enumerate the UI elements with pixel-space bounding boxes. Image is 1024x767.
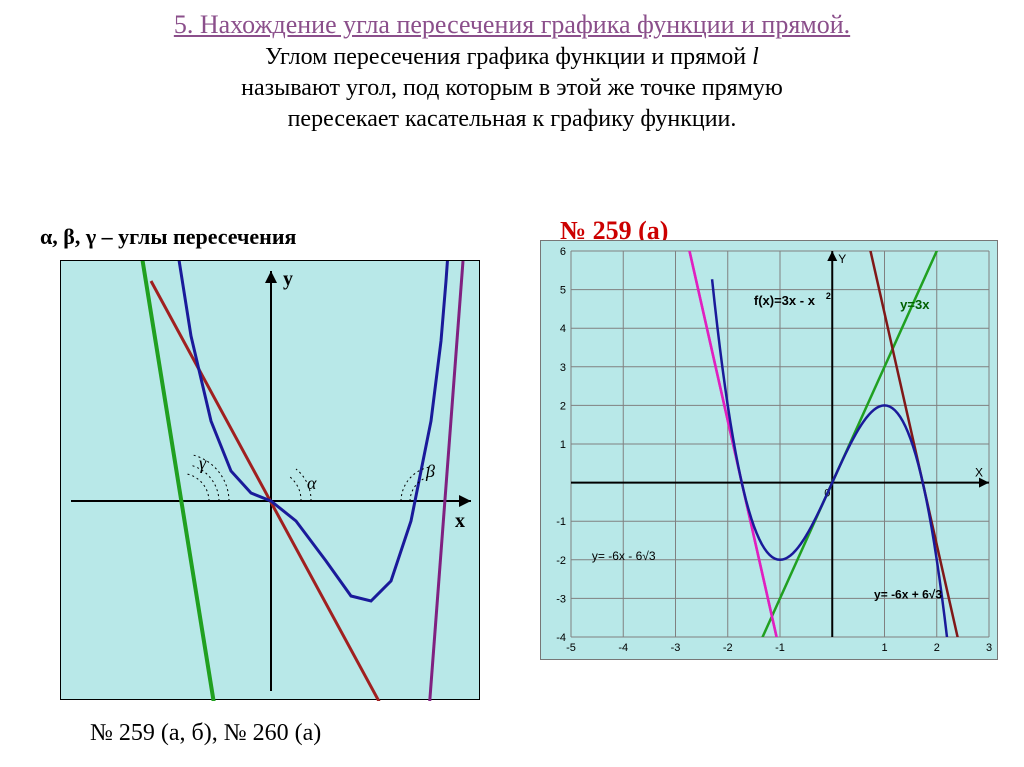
chart-right: -5-4-3-2-1123-4-3-2-11234560XYf(x)=3x - …: [540, 240, 998, 660]
svg-text:f(x)=3x - x: f(x)=3x - x: [754, 293, 816, 308]
chart1-svg: y x α β γ: [61, 261, 481, 701]
svg-text:β: β: [425, 461, 435, 481]
svg-text:5: 5: [560, 285, 566, 297]
definition-text: Углом пересечения графика функции и прям…: [0, 40, 1024, 136]
svg-text:2: 2: [826, 291, 831, 301]
svg-text:-2: -2: [723, 642, 733, 654]
svg-text:-5: -5: [566, 642, 576, 654]
def-line1-italic: l: [752, 44, 759, 70]
angles-label: α, β, γ – углы пересечения: [40, 224, 296, 250]
svg-text:X: X: [975, 466, 983, 480]
svg-text:x: x: [455, 510, 465, 532]
exercise-bottom: № 259 (а, б), № 260 (а): [90, 720, 321, 747]
svg-text:α: α: [307, 473, 317, 493]
svg-text:6: 6: [560, 246, 566, 258]
svg-text:-3: -3: [671, 642, 681, 654]
svg-text:y= -6x + 6√3: y= -6x + 6√3: [874, 587, 942, 601]
svg-text:y: y: [283, 268, 293, 290]
chart2-svg: -5-4-3-2-1123-4-3-2-11234560XYf(x)=3x - …: [541, 241, 999, 661]
svg-text:2: 2: [560, 400, 566, 412]
svg-text:3: 3: [560, 362, 566, 374]
svg-text:-3: -3: [556, 593, 566, 605]
chart-left: y x α β γ: [60, 260, 480, 700]
svg-text:-2: -2: [556, 555, 566, 567]
def-line1a: Углом пересечения графика функции и прям…: [265, 44, 752, 70]
svg-text:Y: Y: [838, 252, 846, 266]
svg-text:y=3x: y=3x: [900, 297, 930, 312]
svg-text:1: 1: [881, 642, 887, 654]
svg-text:γ: γ: [199, 453, 207, 473]
def-line3: пересекает касательная к графику функции…: [288, 106, 737, 132]
svg-text:1: 1: [560, 439, 566, 451]
svg-text:-1: -1: [775, 642, 785, 654]
page-title: 5. Нахождение угла пересечения графика ф…: [0, 0, 1024, 40]
svg-text:-4: -4: [618, 642, 628, 654]
svg-text:-1: -1: [556, 516, 566, 528]
def-line2: называют угол, под которым в этой же точ…: [241, 75, 783, 101]
svg-text:y= -6x - 6√3: y= -6x - 6√3: [592, 549, 656, 563]
svg-text:3: 3: [986, 642, 992, 654]
svg-text:-4: -4: [556, 632, 566, 644]
svg-text:2: 2: [934, 642, 940, 654]
svg-text:4: 4: [560, 323, 566, 335]
